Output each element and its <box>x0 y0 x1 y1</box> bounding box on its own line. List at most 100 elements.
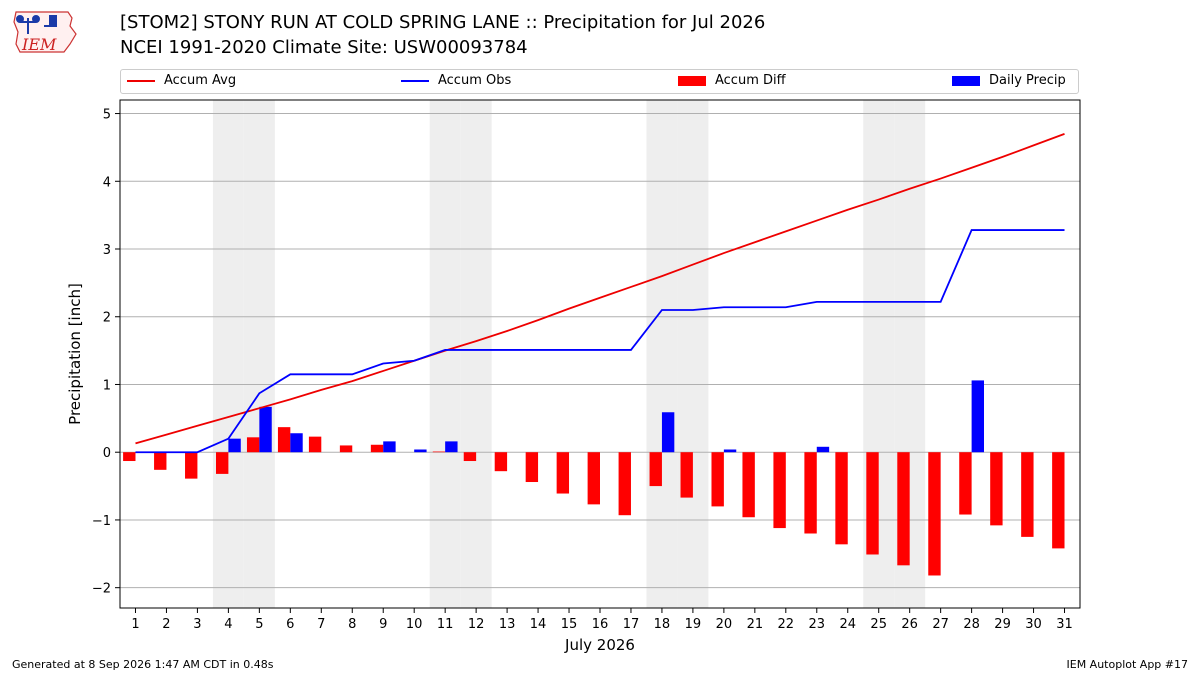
y-tick-label: −2 <box>92 582 111 597</box>
x-tick-label: 15 <box>561 617 578 632</box>
accum-diff-bar <box>1052 452 1065 549</box>
accum-diff-bar <box>990 452 1003 526</box>
x-tick-label: 26 <box>901 617 918 632</box>
accum-diff-bar <box>959 452 972 515</box>
accum-diff-bar <box>463 452 477 462</box>
x-tick-label: 12 <box>468 617 485 632</box>
x-tick-label: 22 <box>778 617 795 632</box>
x-tick-label: 10 <box>406 617 423 632</box>
legend-swatch-accum-avg <box>127 79 155 82</box>
legend-item-accum-diff: Accum Diff <box>678 73 786 88</box>
accum-diff-bar <box>711 452 724 507</box>
legend: Accum Avg Accum Obs Accum Diff Daily Pre… <box>120 69 1079 94</box>
y-tick-label: 3 <box>103 243 111 258</box>
accum-diff-bar <box>556 452 570 494</box>
legend-label-accum-obs: Accum Obs <box>438 73 512 88</box>
accum-diff-bar <box>339 445 353 453</box>
x-tick-label: 25 <box>870 617 887 632</box>
accum-diff-bar <box>928 452 941 576</box>
x-axis-label: July 2026 <box>564 636 635 654</box>
accum-diff-bar <box>308 436 322 453</box>
x-tick-label: 20 <box>716 617 733 632</box>
y-tick-label: 2 <box>103 311 111 326</box>
accum-diff-bar <box>432 451 446 453</box>
weather-station-icon <box>16 15 57 34</box>
x-tick-label: 29 <box>994 617 1011 632</box>
accum-diff-bar <box>680 452 693 498</box>
accum-diff-bar <box>154 452 167 470</box>
daily-precip-bar <box>259 406 272 453</box>
footer-generated-text: Generated at 8 Sep 2026 1:47 AM CDT in 0… <box>12 658 274 671</box>
legend-label-accum-diff: Accum Diff <box>715 73 786 88</box>
x-tick-label: 19 <box>685 617 702 632</box>
accum-diff-bar <box>835 452 848 545</box>
x-tick-label: 3 <box>193 617 201 632</box>
accum-diff-bar <box>773 452 786 529</box>
daily-precip-bar <box>723 449 737 453</box>
x-tick-label: 30 <box>1025 617 1042 632</box>
weekend-band <box>212 100 244 608</box>
accum-diff-bar <box>185 452 198 479</box>
x-tick-label: 16 <box>592 617 609 632</box>
accum-diff-bar <box>216 452 229 474</box>
accum-diff-bar <box>866 452 879 555</box>
chart-title: [STOM2] STONY RUN AT COLD SPRING LANE ::… <box>120 12 766 33</box>
x-tick-label: 7 <box>317 617 325 632</box>
x-tick-label: 9 <box>379 617 387 632</box>
weekend-band <box>677 100 709 608</box>
legend-item-daily-precip: Daily Precip <box>952 73 1066 88</box>
accum-diff-bar <box>897 452 910 566</box>
legend-label-daily-precip: Daily Precip <box>989 73 1066 88</box>
y-tick-label: 5 <box>103 108 111 123</box>
x-tick-label: 1 <box>131 617 139 632</box>
accum-diff-bar <box>649 452 662 487</box>
legend-item-accum-obs: Accum Obs <box>401 73 511 88</box>
x-tick-label: 8 <box>348 617 356 632</box>
weekend-band <box>243 100 275 608</box>
daily-precip-bar <box>445 441 458 453</box>
daily-precip-bar <box>414 449 427 453</box>
x-tick-label: 14 <box>530 617 547 632</box>
weekend-band <box>646 100 678 608</box>
legend-item-accum-avg: Accum Avg <box>127 73 236 88</box>
accum-diff-bar <box>123 452 136 462</box>
accum-diff-bar <box>742 452 755 518</box>
accum-diff-bar <box>370 444 384 453</box>
x-tick-label: 24 <box>839 617 856 632</box>
iem-logo: IEM <box>13 11 77 54</box>
x-tick-label: 2 <box>162 617 170 632</box>
accum-diff-bar <box>277 427 291 453</box>
y-axis-label: Precipitation [inch] <box>66 283 84 425</box>
x-tick-label: 27 <box>932 617 949 632</box>
logo-text: IEM <box>21 35 57 54</box>
legend-swatch-accum-diff <box>678 75 706 86</box>
x-tick-label: 31 <box>1056 617 1073 632</box>
y-tick-label: −1 <box>92 514 111 529</box>
accum-diff-bar <box>494 452 508 472</box>
x-tick-label: 4 <box>224 617 232 632</box>
footer-app-text: IEM Autoplot App #17 <box>1066 658 1189 671</box>
accum-obs-line <box>135 229 1065 454</box>
daily-precip-bar <box>816 446 830 453</box>
daily-precip-bar <box>290 433 303 453</box>
legend-swatch-accum-obs <box>401 79 429 82</box>
daily-precip-bar <box>228 438 241 453</box>
x-tick-label: 5 <box>255 617 263 632</box>
weekend-band <box>460 100 492 608</box>
daily-precip-bar <box>971 380 984 453</box>
accum-diff-bar <box>804 452 817 534</box>
x-tick-label: 21 <box>747 617 764 632</box>
y-tick-label: 1 <box>103 378 111 393</box>
legend-label-accum-avg: Accum Avg <box>164 73 237 88</box>
x-tick-label: 23 <box>809 617 826 632</box>
daily-precip-bar <box>383 441 396 453</box>
accum-diff-bar <box>1021 452 1034 537</box>
x-tick-label: 17 <box>623 617 640 632</box>
x-tick-label: 13 <box>499 617 516 632</box>
accum-diff-bar <box>246 437 260 453</box>
accum-diff-bar <box>618 452 631 516</box>
accum-diff-bar <box>525 452 539 483</box>
chart-subtitle: NCEI 1991-2020 Climate Site: USW00093784 <box>120 37 528 58</box>
x-tick-label: 28 <box>963 617 980 632</box>
